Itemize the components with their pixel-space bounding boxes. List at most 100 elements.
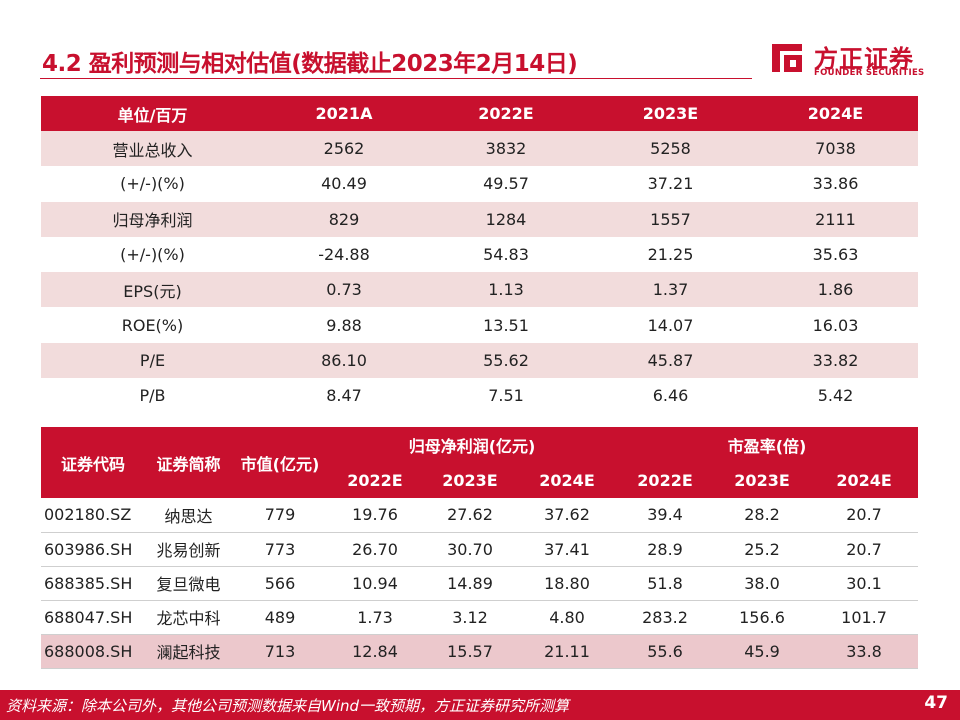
table-cell: 002180.SZ xyxy=(41,498,145,533)
comp-year-cell: 2023E xyxy=(714,463,811,498)
table-cell: 13.51 xyxy=(424,307,588,343)
comp-header-row: 证券代码 证券简称 市值(亿元) 归母净利润(亿元) 市盈率(倍) xyxy=(41,427,919,498)
table-cell: 5258 xyxy=(588,131,753,167)
table-cell: 603986.SH xyxy=(41,532,145,567)
comp-year-cell: 2023E xyxy=(422,463,518,498)
table-cell: (+/-)(%) xyxy=(41,236,264,273)
footer-bar: 资料来源：除本公司外，其他公司预测数据来自Wind一致预期，方正证券研究所测算 … xyxy=(0,690,960,720)
table-cell: 2111 xyxy=(753,201,918,237)
founder-logo-icon xyxy=(772,44,802,72)
table-row: ROE(%) 9.88 13.51 14.07 16.03 xyxy=(41,307,918,343)
table-cell: 28.9 xyxy=(616,532,715,567)
table-cell: 1557 xyxy=(588,201,753,237)
table-cell: -24.88 xyxy=(264,236,424,273)
table-cell: 19.76 xyxy=(328,498,422,533)
table-cell: 45.9 xyxy=(714,634,811,669)
table-cell: 澜起科技 xyxy=(145,634,232,669)
table-cell: 12.84 xyxy=(328,634,422,669)
table-row-highlighted: 688008.SH 澜起科技 713 12.84 15.57 21.11 55.… xyxy=(41,634,919,669)
table-cell: 37.21 xyxy=(588,166,753,202)
table-cell: 6.46 xyxy=(588,378,753,414)
table-cell: 1284 xyxy=(424,201,588,237)
table-cell: P/B xyxy=(41,378,264,414)
table-cell: 1.73 xyxy=(328,600,422,635)
forecast-header-cell: 2023E xyxy=(588,96,753,131)
logo-text-cn: 方正证券 xyxy=(814,45,914,73)
table-cell: 773 xyxy=(232,532,328,567)
comp-header-profit-group: 归母净利润(亿元) xyxy=(328,427,617,463)
table-cell: 489 xyxy=(232,600,328,635)
title-divider xyxy=(40,78,752,79)
table-cell: 1.37 xyxy=(588,272,753,308)
table-cell: 15.57 xyxy=(422,634,518,669)
table-cell: 33.82 xyxy=(753,342,918,379)
table-cell: 566 xyxy=(232,566,328,601)
comparable-valuation-table: 证券代码 证券简称 市值(亿元) 归母净利润(亿元) 市盈率(倍) 2022E … xyxy=(41,427,919,669)
table-cell: 16.03 xyxy=(753,307,918,343)
page-title: 4.2 盈利预测与相对估值(数据截止2023年2月14日) xyxy=(42,51,578,77)
table-cell: 39.4 xyxy=(616,498,715,533)
table-cell: 营业总收入 xyxy=(41,131,264,167)
table-cell: 30.1 xyxy=(810,566,919,601)
table-cell: 55.6 xyxy=(616,634,715,669)
table-cell: 37.62 xyxy=(518,498,617,533)
table-cell: 829 xyxy=(264,201,424,237)
table-cell: (+/-)(%) xyxy=(41,166,264,202)
forecast-header-row: 单位/百万 2021A 2022E 2023E 2024E xyxy=(41,96,918,131)
comp-year-cell: 2024E xyxy=(518,463,617,498)
page-number: 47 xyxy=(924,693,948,713)
comp-year-row: 2022E 2023E 2024E 2022E 2023E 2024E xyxy=(41,463,919,498)
table-cell: 8.47 xyxy=(264,378,424,414)
table-cell: 2562 xyxy=(264,131,424,167)
table-cell: 45.87 xyxy=(588,342,753,379)
comp-year-cell: 2022E xyxy=(616,463,715,498)
forecast-header-cell: 单位/百万 xyxy=(41,96,264,131)
table-cell: 7038 xyxy=(753,131,918,167)
forecast-header-cell: 2021A xyxy=(264,96,424,131)
source-note: 资料来源：除本公司外，其他公司预测数据来自Wind一致预期，方正证券研究所测算 xyxy=(6,697,570,715)
comp-year-cell: 2024E xyxy=(810,463,919,498)
table-cell: 37.41 xyxy=(518,532,617,567)
table-cell: 纳思达 xyxy=(145,498,232,533)
table-row: 002180.SZ 纳思达 779 19.76 27.62 37.62 39.4… xyxy=(41,498,919,533)
comp-header-mcap: 市值(亿元) xyxy=(232,427,328,498)
table-cell: 21.11 xyxy=(518,634,617,669)
founder-logo: 方正证券 FOUNDER SECURITIES xyxy=(768,38,938,86)
table-row: (+/-)(%) -24.88 54.83 21.25 35.63 xyxy=(41,236,918,273)
table-cell: 27.62 xyxy=(422,498,518,533)
table-cell: 1.86 xyxy=(753,272,918,308)
forecast-header-cell: 2022E xyxy=(424,96,588,131)
table-cell: 688047.SH xyxy=(41,600,145,635)
table-cell: 9.88 xyxy=(264,307,424,343)
table-cell: 兆易创新 xyxy=(145,532,232,567)
table-cell: 28.2 xyxy=(714,498,811,533)
forecast-header-cell: 2024E xyxy=(753,96,918,131)
table-cell: 归母净利润 xyxy=(41,201,264,237)
table-cell: 38.0 xyxy=(714,566,811,601)
table-cell: 4.80 xyxy=(518,600,617,635)
table-cell: 20.7 xyxy=(810,498,919,533)
comp-header-code: 证券代码 xyxy=(41,427,145,498)
table-cell: 1.13 xyxy=(424,272,588,308)
table-row: 603986.SH 兆易创新 773 26.70 30.70 37.41 28.… xyxy=(41,532,919,567)
table-cell: 713 xyxy=(232,634,328,669)
table-cell: 14.89 xyxy=(422,566,518,601)
table-cell: 55.62 xyxy=(424,342,588,379)
table-cell: 复旦微电 xyxy=(145,566,232,601)
table-cell: 20.7 xyxy=(810,532,919,567)
table-cell: 40.49 xyxy=(264,166,424,202)
comp-header-name: 证券简称 xyxy=(145,427,232,498)
table-row: P/E 86.10 55.62 45.87 33.82 xyxy=(41,342,918,379)
table-cell: 26.70 xyxy=(328,532,422,567)
table-row: 688385.SH 复旦微电 566 10.94 14.89 18.80 51.… xyxy=(41,566,919,601)
table-row: 688047.SH 龙芯中科 489 1.73 3.12 4.80 283.2 … xyxy=(41,600,919,635)
table-cell: 3832 xyxy=(424,131,588,167)
table-cell: 86.10 xyxy=(264,342,424,379)
comp-year-cell: 2022E xyxy=(328,463,422,498)
table-cell: 51.8 xyxy=(616,566,715,601)
table-cell: 688008.SH xyxy=(41,634,145,669)
comp-header-pe-group: 市盈率(倍) xyxy=(616,427,919,463)
table-cell: EPS(元) xyxy=(41,272,264,308)
table-cell: 3.12 xyxy=(422,600,518,635)
table-cell: 25.2 xyxy=(714,532,811,567)
